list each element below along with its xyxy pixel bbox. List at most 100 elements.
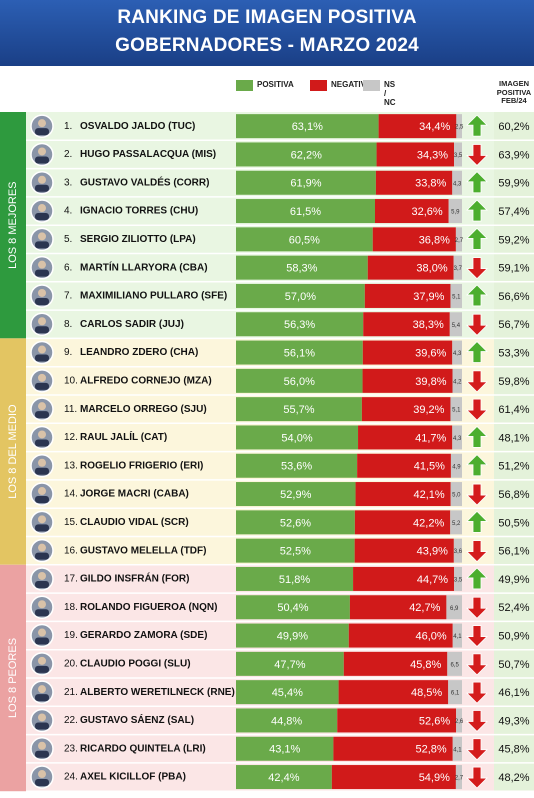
avatar-body	[35, 637, 49, 645]
bar-negativa	[378, 114, 457, 139]
feb-value: 50,5%	[498, 517, 529, 529]
bar-negativa	[367, 255, 454, 280]
legend-swatch-positiva	[236, 80, 253, 91]
label-positiva: 47,7%	[274, 659, 305, 671]
label-positiva: 56,1%	[284, 347, 315, 359]
governor-name: AXEL KICILLOF (PBA)	[80, 772, 186, 783]
avatar-head	[38, 713, 46, 722]
bar-positiva	[236, 340, 363, 365]
label-negativa: 36,8%	[419, 234, 450, 246]
feb-header-line-1: IMAGEN	[499, 79, 529, 88]
label-nsnc: 5,1	[452, 408, 461, 414]
rank-number: 9.	[64, 347, 72, 358]
arrow-down-icon	[466, 681, 488, 704]
governor-name: RAUL JALÍL (CAT)	[80, 430, 167, 443]
avatar-body	[35, 128, 49, 136]
bar-nsnc	[450, 482, 462, 507]
arrow-down-icon	[466, 653, 488, 676]
avatar-body	[35, 750, 49, 758]
label-nsnc: 4,1	[453, 634, 462, 640]
rank-number: 3.	[64, 177, 72, 188]
bar-nsnc	[452, 623, 462, 648]
label-nsnc: 6,5	[450, 662, 459, 668]
rank-number: 13.	[64, 460, 78, 471]
label-negativa: 52,6%	[419, 715, 450, 727]
label-negativa: 44,7%	[417, 574, 448, 586]
feb-value: 49,3%	[498, 715, 529, 727]
arrow-down-icon	[466, 257, 488, 280]
legend-label-nsnc: NS / NC	[384, 80, 396, 107]
feb-value: 49,9%	[498, 574, 529, 586]
feb-value: 59,9%	[498, 178, 529, 190]
governor-name: RICARDO QUINTELA (LRI)	[80, 743, 206, 754]
label-nsnc: 6,1	[451, 691, 460, 697]
bar-negativa	[374, 199, 449, 224]
feb-value: 56,1%	[498, 546, 529, 558]
governor-name: GUSTAVO MELELLA (TDF)	[80, 545, 206, 556]
bar-positiva	[236, 651, 344, 676]
bar-positiva	[236, 680, 339, 705]
arrow-up-icon	[466, 171, 488, 194]
label-nsnc: 3,5	[454, 153, 463, 159]
label-positiva: 50,4%	[277, 602, 308, 614]
label-nsnc: 6,9	[450, 606, 459, 612]
bar-positiva	[236, 510, 355, 535]
governor-name: MARCELO ORREGO (SJU)	[80, 404, 207, 415]
label-negativa: 32,6%	[411, 206, 442, 218]
governor-name: ROGELIO FRIGERIO (ERI)	[80, 460, 203, 471]
avatar-head	[38, 458, 46, 467]
bar-positiva	[236, 283, 365, 308]
feb-value: 50,9%	[498, 630, 529, 642]
feb-value: 56,7%	[498, 319, 529, 331]
avatar-body	[35, 580, 49, 588]
label-negativa: 37,9%	[413, 291, 444, 303]
avatar-body	[35, 722, 49, 730]
label-positiva: 43,1%	[269, 744, 300, 756]
bar-positiva	[236, 312, 364, 337]
bar-negativa	[337, 708, 457, 733]
bar-nsnc	[450, 453, 462, 478]
feb-value: 59,1%	[498, 263, 529, 275]
avatar-body	[35, 524, 49, 532]
bar-nsnc	[454, 566, 462, 591]
governor-name: ALFREDO CORNEJO (MZA)	[80, 375, 212, 386]
bar-positiva	[236, 765, 332, 790]
bar-positiva	[236, 142, 377, 167]
arrow-down-icon	[466, 766, 488, 789]
rank-number: 1.	[64, 121, 72, 132]
bar-nsnc	[446, 595, 462, 620]
label-negativa: 43,9%	[417, 546, 448, 558]
legend-label-positiva: POSITIVA	[257, 80, 294, 89]
avatar-head	[38, 260, 46, 269]
bar-positiva	[236, 425, 359, 450]
label-nsnc: 3,5	[454, 578, 463, 584]
label-negativa: 39,2%	[413, 404, 444, 416]
arrow-down-icon	[466, 625, 488, 648]
governor-name: GUSTAVO SÁENZ (SAL)	[80, 713, 194, 726]
rank-number: 12.	[64, 432, 78, 443]
rank-number: 20.	[64, 658, 78, 669]
avatar-body	[35, 439, 49, 447]
rank-number: 24.	[64, 772, 78, 783]
feb-header-line-2: POSITIVA	[496, 87, 532, 97]
bar-positiva	[236, 397, 362, 422]
bar-positiva	[236, 736, 334, 761]
avatar-body	[35, 213, 49, 221]
bar-nsnc	[453, 538, 462, 563]
bar-positiva	[236, 538, 355, 563]
bar-positiva	[236, 566, 354, 591]
bar-nsnc	[448, 680, 462, 705]
label-nsnc: 4,9	[452, 464, 461, 470]
bar-positiva	[236, 368, 363, 393]
group-label: LOS 8 PEORES	[7, 638, 19, 718]
feb-value: 46,1%	[498, 687, 529, 699]
arrow-up-icon	[466, 199, 488, 222]
rank-number: 8.	[64, 319, 72, 330]
label-positiva: 45,4%	[272, 687, 303, 699]
label-negativa: 42,1%	[413, 489, 444, 501]
bar-nsnc	[452, 425, 462, 450]
avatar-head	[38, 373, 46, 382]
avatar-head	[38, 317, 46, 326]
feb-value: 45,8%	[498, 744, 529, 756]
